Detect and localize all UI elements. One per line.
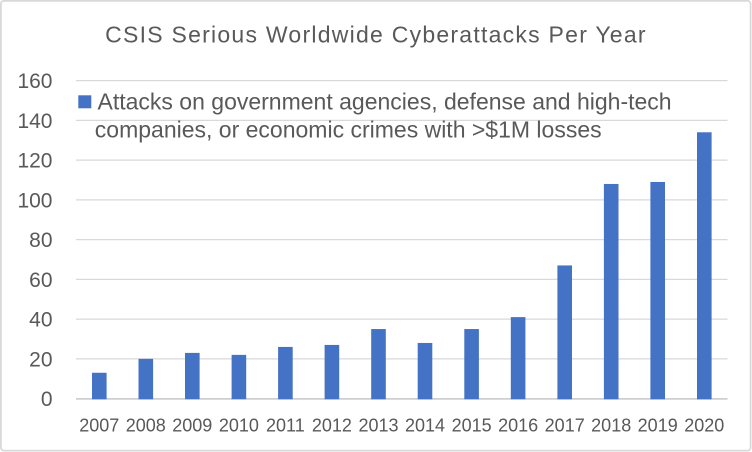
svg-text:140: 140 bbox=[17, 110, 52, 133]
svg-text:2014: 2014 bbox=[405, 416, 445, 436]
svg-text:2015: 2015 bbox=[452, 416, 492, 436]
svg-text:CSIS Serious Worldwide Cyberat: CSIS Serious Worldwide Cyberattacks Per … bbox=[105, 22, 647, 48]
svg-text:2010: 2010 bbox=[219, 416, 259, 436]
svg-text:160: 160 bbox=[17, 70, 52, 93]
svg-text:2013: 2013 bbox=[358, 416, 398, 436]
svg-text:2016: 2016 bbox=[498, 416, 538, 436]
svg-text:40: 40 bbox=[29, 309, 52, 332]
svg-text:2017: 2017 bbox=[545, 416, 585, 436]
svg-text:companies, or economic crimes: companies, or economic crimes with >$1M … bbox=[95, 116, 602, 142]
svg-text:2009: 2009 bbox=[172, 416, 212, 436]
svg-text:120: 120 bbox=[17, 150, 52, 173]
svg-text:2008: 2008 bbox=[126, 416, 166, 436]
svg-text:20: 20 bbox=[29, 348, 52, 371]
svg-text:2019: 2019 bbox=[638, 416, 678, 436]
svg-text:0: 0 bbox=[41, 388, 53, 411]
svg-text:2020: 2020 bbox=[684, 416, 724, 436]
svg-text:2007: 2007 bbox=[79, 416, 119, 436]
svg-text:2012: 2012 bbox=[312, 416, 352, 436]
svg-text:100: 100 bbox=[17, 189, 52, 212]
svg-text:2018: 2018 bbox=[591, 416, 631, 436]
svg-text:Attacks on government agencies: Attacks on government agencies, defense … bbox=[98, 88, 672, 114]
svg-text:60: 60 bbox=[29, 269, 52, 292]
svg-text:80: 80 bbox=[29, 229, 52, 252]
svg-text:2011: 2011 bbox=[266, 416, 305, 436]
